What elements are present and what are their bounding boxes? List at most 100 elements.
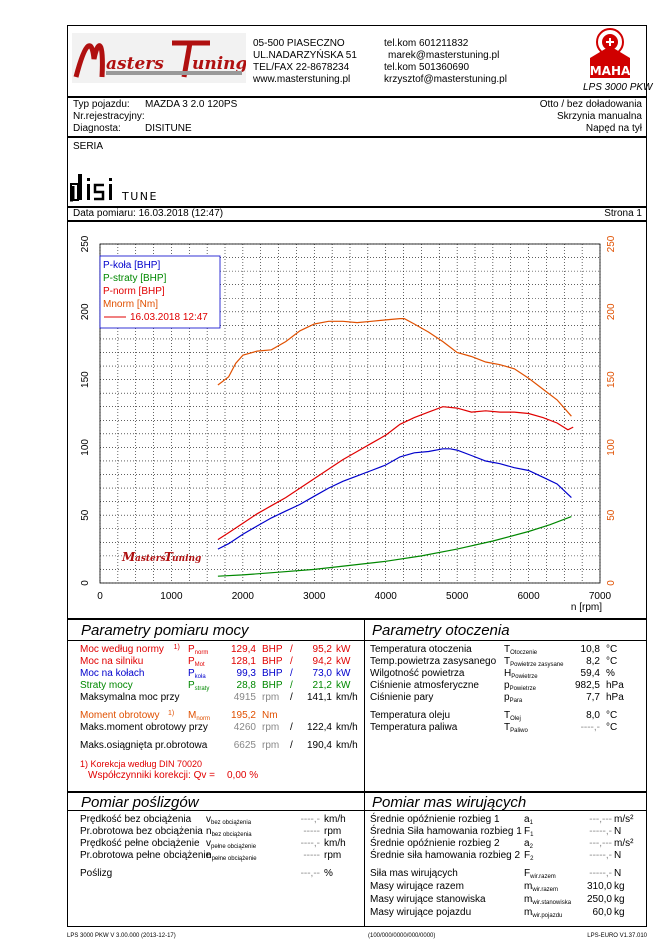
symbol: TOtoczenie <box>504 644 537 659</box>
symbol-subscript: norm <box>194 650 209 656</box>
param-value-2: 73,0 <box>312 668 332 679</box>
env-row-value: ----,- <box>580 722 600 733</box>
env-row-value: 59,4 <box>580 668 600 679</box>
maha-logo: MAHA <box>590 28 631 78</box>
symbol-subscript: 1 <box>530 832 534 838</box>
y2-tick-label: 100 <box>606 439 617 456</box>
correction-factor: Współczynniki korekcji: Qv = 0,00 % <box>80 770 364 782</box>
slip-row-label: Pr.obrotowa bez obciążenia <box>80 826 203 837</box>
slip-row-value: ----,- <box>300 838 320 849</box>
param-value: 128,1 <box>230 656 256 667</box>
slip-row: Poślizg ---,--% <box>80 868 364 880</box>
symbol-subscript: wir.razem <box>532 887 559 893</box>
diag-label: Diagnosta: <box>73 123 121 134</box>
slip-row-label: Prędkość pełne obciążenie <box>80 838 200 849</box>
slip-row-value: ---,-- <box>300 868 320 879</box>
contact-line-4: krzysztof@masterstuning.pl <box>384 74 507 85</box>
symbol: vpełne obciążenie <box>206 838 256 853</box>
symbol-subscript: wir.razem <box>530 874 556 880</box>
y-tick-label: 50 <box>80 509 91 521</box>
legend-item: Mnorm [Nm] <box>103 299 158 310</box>
contact-line-3: tel.kom 501360690 <box>384 62 470 73</box>
param-unit: BHP <box>262 680 283 691</box>
slip-row-value: ----,- <box>300 814 320 825</box>
x-tick-label: 4000 <box>375 591 398 602</box>
correction-text: 1) Korekcja według DIN 70020 <box>80 759 203 769</box>
symbol: mwir.razem <box>524 881 558 896</box>
mass-row-value: ---,--- <box>589 814 612 825</box>
param-row: Moment obrotowy 1) Mnorm 195,2 Nm <box>80 710 364 722</box>
symbol-subscript: Paliwo <box>510 728 528 734</box>
param-row: Straty mocy Pstraty 28,8 BHP / 21,2 kW <box>80 680 364 692</box>
x-axis-label: n [rpm] <box>571 602 602 613</box>
env-row: Ciśnienie pary pPara 7,7 hPa <box>370 692 646 704</box>
slip-row-unit: rpm <box>324 850 342 861</box>
param-label: Moc według normy <box>80 644 164 655</box>
symbol: vbez obciążenia <box>206 814 251 829</box>
correction-label: Współczynniki korekcji: Qv = <box>88 770 215 781</box>
seria-box <box>67 137 647 207</box>
param-value: 4260 <box>233 722 256 733</box>
symbol: Mnorm <box>188 710 210 725</box>
device-label: LPS 3000 PKW <box>583 82 653 93</box>
x-tick-label: 2000 <box>232 591 255 602</box>
plot-frame <box>99 243 601 584</box>
mass-title: Pomiar mas wirujących <box>372 794 527 811</box>
page-number: Strona 1 <box>604 208 642 219</box>
y-tick-label: 150 <box>80 371 91 388</box>
footer-left: LPS 3000 PKW V 3.00.000 (2013-12-17) <box>67 933 176 939</box>
env-row-unit: °C <box>606 644 618 655</box>
engine-type: Otto / bez doładowania <box>539 99 642 110</box>
symbol-letter: m <box>524 881 533 892</box>
correction-value: 0,00 % <box>227 770 259 781</box>
symbol-subscript: 2 <box>529 844 533 850</box>
vehicle-box <box>67 97 647 137</box>
symbol-letter: P <box>188 656 195 667</box>
legend-item: 16.03.2018 12:47 <box>130 312 208 323</box>
mass-row: Średnie siła hamowania rozbieg 2 F2 -----,… <box>370 850 646 862</box>
mass-row-label: Średnie opóźnienie rozbieg 1 <box>370 814 500 825</box>
symbol-subscript: Olej <box>510 716 521 722</box>
symbol-letter: a <box>524 838 530 849</box>
param-note: 1) <box>173 644 180 651</box>
symbol-subscript: pełne obciążenie <box>211 856 257 862</box>
param-separator: / <box>290 692 293 703</box>
mass-row-label: Średnia Siła hamowania rozbieg 1 <box>370 826 522 837</box>
symbol-letter: T <box>504 644 511 655</box>
measurement-date: Data pomiaru: 16.03.2018 (12:47) <box>73 208 224 219</box>
params-box <box>67 619 647 792</box>
env-row-unit: °C <box>606 722 618 733</box>
slip-title-underline <box>67 810 647 811</box>
maha-text: MAHA <box>590 64 631 78</box>
slip-row-value: ----- <box>303 826 320 837</box>
contact-line-2: marek@masterstuning.pl <box>388 50 500 61</box>
address-line-2: UL.NADARZYŃSKA 51 <box>253 50 357 61</box>
mass-row-value: -----,- <box>589 826 612 837</box>
param-unit-2: kW <box>336 656 351 667</box>
param-separator: / <box>290 740 293 751</box>
symbol-subscript: Powietrze <box>509 686 536 692</box>
mass-row: Masy wirujące pojazdu mwir.pojazdu 60,0 kg <box>370 907 646 919</box>
drive-type: Napęd na tył <box>585 123 642 134</box>
env-row-unit: hPa <box>606 680 624 691</box>
param-unit: BHP <box>262 668 283 679</box>
param-label: Moc na silniku <box>80 656 144 667</box>
masters-tuning-logo: asters uning <box>72 33 246 83</box>
param-separator: / <box>290 644 293 655</box>
param-value: 99,3 <box>236 668 256 679</box>
symbol: F1 <box>524 826 533 841</box>
env-title: Parametry otoczenia <box>372 622 510 639</box>
env-row: Wilgotność powietrza HPowietrze 59,4% <box>370 668 646 680</box>
footer-right: LPS-EURO V1.37.010 <box>587 933 647 939</box>
mass-row-label: Masy wirujące stanowiska <box>370 894 486 905</box>
mass-row: Siła mas wirujących Fwir.razem -----,- N <box>370 868 646 880</box>
address-line-3: TEL/FAX 22-8678234 <box>253 62 350 73</box>
symbol-letter: p <box>504 680 510 691</box>
symbol: Pnorm <box>188 644 208 659</box>
param-row: Maks.moment obrotowy przy 4260 rpm / 122,4 km… <box>80 722 364 734</box>
param-label: Straty mocy <box>80 680 133 691</box>
correction-note: 1) Korekcja według DIN 70020 <box>80 758 364 770</box>
param-label: Moment obrotowy <box>80 710 160 721</box>
param-unit-2: kW <box>336 680 351 691</box>
series-line <box>217 317 572 417</box>
